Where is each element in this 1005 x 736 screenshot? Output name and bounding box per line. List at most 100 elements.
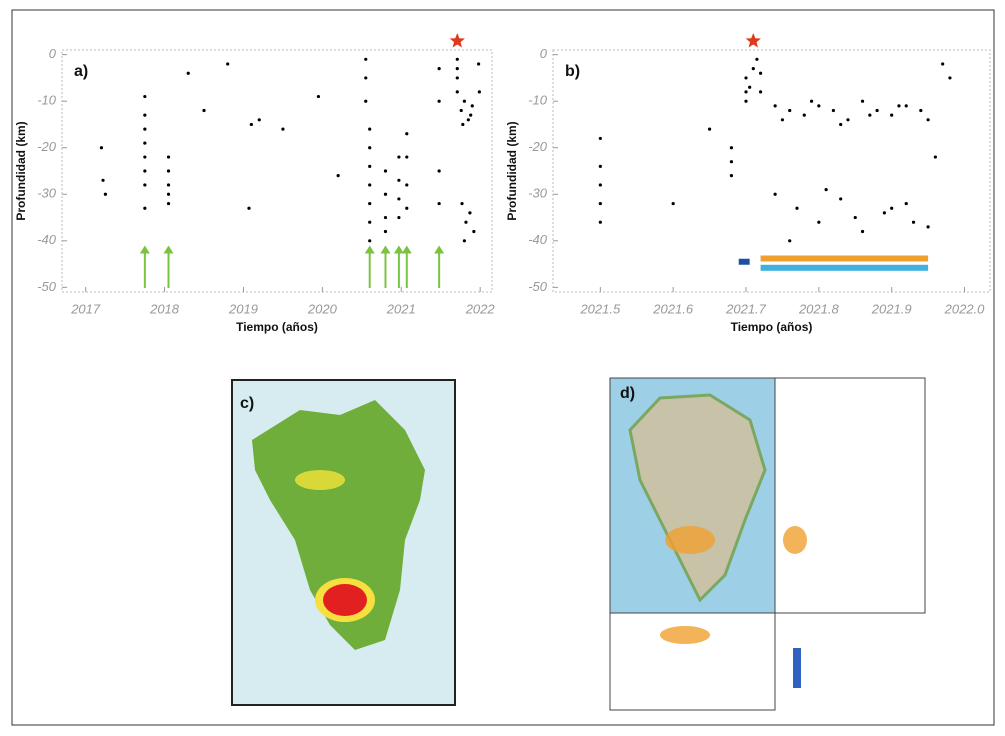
arrow-head <box>434 245 445 254</box>
period-bar <box>760 255 929 262</box>
point <box>468 211 472 215</box>
y-tick-label: 0 <box>540 46 548 61</box>
panel-label: c) <box>240 395 254 412</box>
panel-label: a) <box>74 63 88 80</box>
point <box>455 90 459 94</box>
point <box>143 155 147 159</box>
point <box>598 136 602 141</box>
point <box>368 239 372 243</box>
point <box>464 220 468 224</box>
point <box>202 108 206 113</box>
point <box>748 85 752 89</box>
y-tick-label: -20 <box>37 139 57 154</box>
point <box>397 215 401 220</box>
point <box>904 201 908 206</box>
point <box>281 127 285 131</box>
point <box>336 174 340 178</box>
point <box>744 99 748 103</box>
point <box>755 57 759 61</box>
point <box>472 229 476 234</box>
point <box>919 108 923 113</box>
x-tick-label: 2020 <box>307 301 338 316</box>
point <box>368 146 372 150</box>
point <box>824 188 828 192</box>
point <box>364 57 368 61</box>
point <box>405 183 409 187</box>
point <box>875 108 879 113</box>
point <box>405 132 409 136</box>
point <box>405 206 409 210</box>
point <box>476 62 481 66</box>
point <box>383 229 388 234</box>
arrow-head <box>364 245 375 254</box>
point <box>941 62 945 66</box>
point <box>368 220 372 224</box>
point <box>817 104 821 108</box>
point <box>368 201 372 206</box>
point <box>397 197 401 201</box>
y-tick-label: -10 <box>37 93 57 108</box>
x-axis-label: Tiempo (años) <box>731 320 813 334</box>
point <box>437 201 441 206</box>
quake-cluster <box>783 526 807 554</box>
point <box>671 201 675 206</box>
point <box>751 67 755 71</box>
point <box>758 90 763 94</box>
x-tick-label: 2021 <box>386 301 416 316</box>
point <box>462 239 466 243</box>
y-tick-label: 0 <box>49 46 57 61</box>
point <box>890 113 894 117</box>
x-tick-label: 2021.5 <box>579 301 621 316</box>
point <box>383 192 388 196</box>
point <box>809 99 814 103</box>
island <box>252 400 425 650</box>
point <box>316 94 321 99</box>
frame <box>11 9 995 726</box>
point <box>744 76 748 80</box>
x-tick-label: 2022.0 <box>944 301 986 316</box>
map-d: d) <box>609 377 926 711</box>
point <box>455 57 459 61</box>
point <box>364 99 368 103</box>
point <box>166 192 171 196</box>
point <box>143 206 147 210</box>
point <box>249 122 253 127</box>
point <box>143 141 147 145</box>
point <box>773 104 777 108</box>
arrow-head <box>401 245 412 254</box>
point <box>744 90 748 94</box>
point <box>383 215 388 220</box>
point <box>839 197 843 201</box>
y-tick-label: -50 <box>528 279 548 294</box>
point <box>455 67 459 71</box>
point <box>948 76 952 80</box>
point <box>466 118 470 122</box>
panel-label: b) <box>565 63 580 80</box>
point <box>926 225 930 229</box>
hotspot <box>295 470 345 490</box>
arrow-head <box>139 245 150 254</box>
period-bar <box>760 264 929 271</box>
point <box>368 183 372 187</box>
point <box>470 104 474 108</box>
point <box>707 127 712 131</box>
point <box>437 67 441 71</box>
point <box>455 76 459 80</box>
point <box>103 192 107 196</box>
y-tick-label: -40 <box>528 232 548 247</box>
point <box>459 108 463 113</box>
hotspot <box>323 584 367 616</box>
y-tick-label: -10 <box>528 93 548 108</box>
point <box>143 127 147 131</box>
quake-cluster <box>660 626 710 644</box>
x-tick-label: 2022 <box>465 301 496 316</box>
point <box>368 164 372 168</box>
period-bar <box>738 258 750 265</box>
x-tick-label: 2017 <box>70 301 101 316</box>
point <box>368 127 372 131</box>
map-c: c) <box>231 379 456 706</box>
point <box>897 104 901 108</box>
point <box>364 76 368 80</box>
point <box>101 178 105 182</box>
